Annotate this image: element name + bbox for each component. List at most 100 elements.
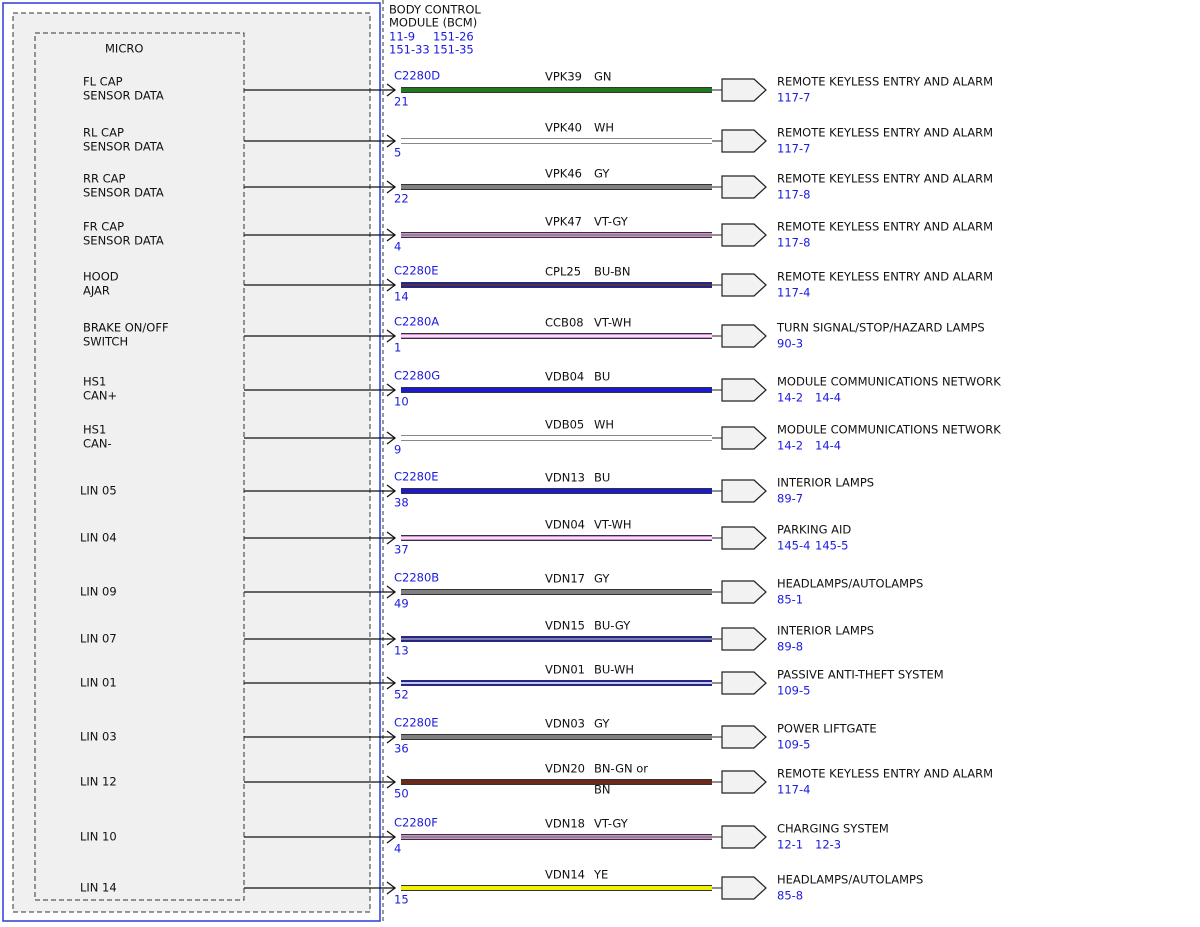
micro-box — [34, 32, 245, 901]
destination-connector — [721, 426, 767, 450]
signal-label: LIN 07 — [80, 632, 117, 646]
destination-ref: 117-7 — [777, 91, 810, 105]
destination: POWER LIFTGATE — [777, 722, 877, 736]
circuit-number: VPK46 — [545, 167, 582, 181]
circuit-number: VDN03 — [545, 717, 585, 731]
signal-label: LIN 10 — [80, 830, 117, 844]
pin-number: 22 — [394, 192, 409, 206]
connector-id: C2280A — [394, 315, 439, 329]
pin-arrow — [386, 830, 397, 844]
module-outline — [2, 2, 381, 922]
destination-connector — [721, 175, 767, 199]
pin-number: 14 — [394, 290, 409, 304]
destination-ref: 145-4 — [777, 539, 810, 553]
signal-label: HS1 — [83, 423, 106, 437]
destination-connector — [721, 324, 767, 348]
destination-ref: 117-4 — [777, 286, 810, 300]
circuit-number: VDN15 — [545, 619, 585, 633]
circuit-number: VPK39 — [545, 70, 582, 84]
signal-label: LIN 01 — [80, 676, 117, 690]
module-ref: 151-35 — [433, 43, 474, 57]
circuit-number: VDB05 — [545, 418, 584, 432]
destination-connector — [721, 223, 767, 247]
destination: REMOTE KEYLESS ENTRY AND ALARM — [777, 270, 993, 284]
destination-ref: 117-8 — [777, 188, 810, 202]
destination: HEADLAMPS/AUTOLAMPS — [777, 577, 923, 591]
destination: HEADLAMPS/AUTOLAMPS — [777, 873, 923, 887]
wire-color-code: GY — [594, 717, 610, 731]
signal-label: LIN 04 — [80, 531, 117, 545]
circuit-number: VDN13 — [545, 471, 585, 485]
wire-color-code: GY — [594, 572, 610, 586]
destination: INTERIOR LAMPS — [777, 476, 874, 490]
pin-arrow — [386, 383, 397, 397]
pin-number: 4 — [394, 240, 401, 254]
pin-arrow — [386, 632, 397, 646]
destination-ref: 89-8 — [777, 640, 803, 654]
pin-arrow — [386, 484, 397, 498]
destination: REMOTE KEYLESS ENTRY AND ALARM — [777, 75, 993, 89]
connector-id: C2280E — [394, 264, 439, 278]
destination: REMOTE KEYLESS ENTRY AND ALARM — [777, 767, 993, 781]
destination-ref: 90-3 — [777, 337, 803, 351]
destination-ref: 14-2 — [777, 391, 803, 405]
pin-number: 38 — [394, 496, 409, 510]
destination: CHARGING SYSTEM — [777, 822, 889, 836]
wire-color-code: VT-GY — [594, 817, 629, 831]
destination: REMOTE KEYLESS ENTRY AND ALARM — [777, 220, 993, 234]
wire-color-code: BU — [594, 471, 610, 485]
signal-label: SENSOR DATA — [83, 186, 164, 200]
destination-connector — [721, 825, 767, 849]
wire-color-code: VT-WH — [594, 316, 632, 330]
pin-number: 21 — [394, 95, 409, 109]
destination-connector — [721, 129, 767, 153]
signal-label: CAN- — [83, 437, 112, 451]
circuit-number: CPL25 — [545, 265, 581, 279]
destination-ref: 12-3 — [815, 838, 841, 852]
wire-color-code: BN — [594, 783, 611, 797]
destination-connector — [721, 627, 767, 651]
wire-color-code: WH — [594, 418, 614, 432]
pin-arrow — [386, 329, 397, 343]
signal-label: BRAKE ON/OFF — [83, 321, 169, 335]
pin-number: 15 — [394, 893, 409, 907]
destination-ref: 109-5 — [777, 738, 810, 752]
wire-color-code: BU — [594, 370, 610, 384]
wire-color-code: WH — [594, 121, 614, 135]
destination: PARKING AID — [777, 523, 851, 537]
signal-label: SENSOR DATA — [83, 89, 164, 103]
destination: INTERIOR LAMPS — [777, 624, 874, 638]
destination-ref: 117-8 — [777, 236, 810, 250]
pin-arrow — [386, 881, 397, 895]
wire-color-code: VT-GY — [594, 215, 629, 229]
module-title: MODULE (BCM) — [389, 16, 477, 30]
signal-label: RL CAP — [83, 126, 124, 140]
circuit-number: VDN01 — [545, 663, 585, 677]
signal-label: LIN 03 — [80, 730, 117, 744]
destination: REMOTE KEYLESS ENTRY AND ALARM — [777, 126, 993, 140]
destination-ref: 12-1 — [777, 838, 803, 852]
circuit-number: VDN14 — [545, 868, 585, 882]
circuit-number: VPK47 — [545, 215, 582, 229]
connector-id: C2280F — [394, 816, 438, 830]
signal-label: FL CAP — [83, 75, 123, 89]
pin-number: 37 — [394, 543, 409, 557]
signal-label: LIN 14 — [80, 881, 117, 895]
destination-ref: 14-2 — [777, 439, 803, 453]
pin-number: 4 — [394, 842, 401, 856]
pin-arrow — [386, 585, 397, 599]
circuit-number: VDN18 — [545, 817, 585, 831]
pin-arrow — [386, 278, 397, 292]
pin-number: 52 — [394, 688, 409, 702]
signal-label: LIN 09 — [80, 585, 117, 599]
pin-arrow — [386, 730, 397, 744]
pin-arrow — [386, 228, 397, 242]
pin-arrow — [386, 134, 397, 148]
pin-number: 50 — [394, 787, 409, 801]
destination-connector — [721, 725, 767, 749]
destination-ref: 85-1 — [777, 593, 803, 607]
destination: MODULE COMMUNICATIONS NETWORK — [777, 375, 1001, 389]
pin-number: 9 — [394, 443, 401, 457]
signal-label: SENSOR DATA — [83, 234, 164, 248]
connector-id: C2280G — [394, 369, 440, 383]
